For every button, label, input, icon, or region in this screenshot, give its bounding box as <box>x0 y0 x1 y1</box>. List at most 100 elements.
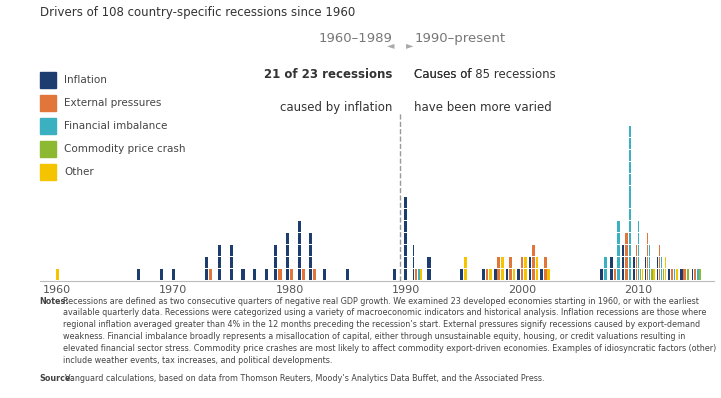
Bar <box>536 257 539 268</box>
Bar <box>625 269 628 280</box>
Bar <box>464 257 467 268</box>
Bar <box>172 269 175 280</box>
Bar <box>647 233 648 244</box>
Bar <box>274 245 278 256</box>
Bar <box>286 245 289 256</box>
Bar <box>205 269 208 280</box>
Bar <box>653 269 655 280</box>
Bar <box>629 150 632 161</box>
Bar <box>665 257 666 268</box>
Bar <box>290 269 293 280</box>
Bar <box>676 269 678 280</box>
Bar <box>494 269 497 280</box>
Text: Causes of 85 recessions: Causes of 85 recessions <box>415 68 556 81</box>
Bar <box>404 245 407 256</box>
Bar <box>505 269 508 280</box>
Bar <box>629 185 632 197</box>
Bar <box>659 257 660 268</box>
Bar <box>637 257 639 268</box>
Bar <box>529 269 531 280</box>
Bar <box>600 269 603 280</box>
Bar <box>645 269 646 280</box>
Bar <box>428 257 430 268</box>
Bar <box>460 269 464 280</box>
Bar <box>404 257 407 268</box>
Bar <box>415 269 417 280</box>
Bar <box>536 269 539 280</box>
Bar <box>501 269 503 280</box>
Bar <box>278 269 281 280</box>
Bar <box>629 257 632 268</box>
Bar <box>625 245 628 256</box>
Bar <box>404 221 407 232</box>
Bar <box>651 269 653 280</box>
Bar <box>464 269 467 280</box>
Bar <box>544 269 547 280</box>
Bar <box>205 257 208 268</box>
Bar <box>622 269 624 280</box>
Bar <box>668 269 670 280</box>
Bar <box>544 257 547 268</box>
Bar <box>661 257 662 268</box>
Bar <box>501 257 503 268</box>
Bar <box>642 269 643 280</box>
Bar <box>529 257 531 268</box>
Bar <box>622 245 624 256</box>
Bar <box>636 269 637 280</box>
Bar <box>625 233 628 244</box>
Text: ◄: ◄ <box>386 40 394 50</box>
Text: caused by inflation: caused by inflation <box>280 101 393 115</box>
Bar <box>524 257 527 268</box>
Bar <box>661 269 662 280</box>
Bar <box>617 221 620 232</box>
Bar <box>513 269 515 280</box>
Text: 1990–present: 1990–present <box>415 32 505 45</box>
Bar <box>137 269 140 280</box>
Bar <box>218 269 221 280</box>
Bar <box>497 269 500 280</box>
Bar <box>636 257 637 268</box>
Bar <box>614 269 616 280</box>
Text: Notes:: Notes: <box>40 297 69 306</box>
Bar <box>657 257 658 268</box>
Bar <box>629 233 632 244</box>
Bar <box>640 269 641 280</box>
Bar <box>532 257 535 268</box>
Bar <box>629 221 632 232</box>
Bar <box>509 269 512 280</box>
Bar <box>541 269 543 280</box>
Bar <box>218 257 221 268</box>
Bar <box>218 245 221 256</box>
Bar <box>404 197 407 209</box>
Bar <box>404 269 407 280</box>
Bar <box>509 257 512 268</box>
Bar <box>420 269 423 280</box>
Bar <box>418 269 420 280</box>
Bar <box>622 257 624 268</box>
Bar <box>490 269 492 280</box>
Bar <box>647 245 648 256</box>
Bar <box>286 257 289 268</box>
Bar <box>274 257 278 268</box>
Bar <box>659 269 660 280</box>
Bar <box>637 269 639 280</box>
Bar <box>625 257 628 268</box>
Bar <box>274 269 278 280</box>
Bar <box>673 269 676 280</box>
Bar <box>532 245 535 256</box>
Bar <box>412 269 415 280</box>
Bar <box>629 197 632 209</box>
Text: Causes of: Causes of <box>415 68 476 81</box>
Bar <box>286 269 289 280</box>
Bar <box>629 162 632 173</box>
Bar <box>482 269 485 280</box>
Bar <box>629 269 632 280</box>
Bar <box>663 269 664 280</box>
Text: Other: Other <box>64 167 94 177</box>
Bar <box>521 269 523 280</box>
Bar <box>428 269 430 280</box>
Bar <box>309 233 312 244</box>
Bar <box>517 269 520 280</box>
Bar <box>696 269 699 280</box>
Bar <box>636 245 637 256</box>
